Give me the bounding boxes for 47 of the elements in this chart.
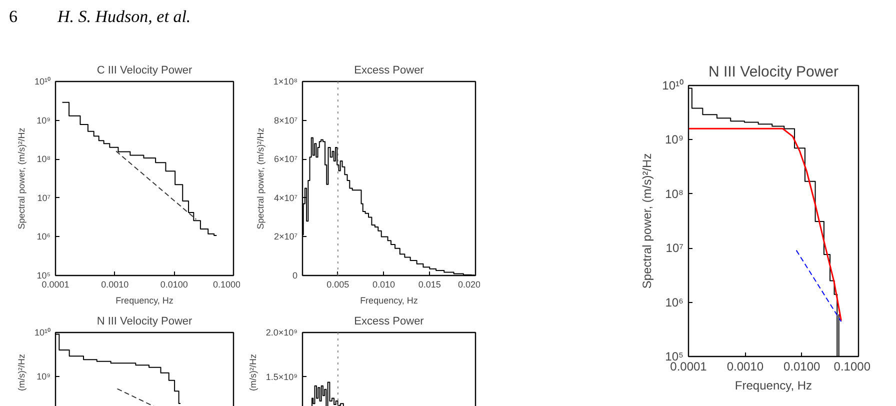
chart-title: Excess Power [354,316,424,328]
text: 6 [9,7,18,26]
x-axis-title: Frequency, Hz [734,378,812,392]
x-tick-label: 0.0010 [101,280,129,290]
y-tick-label: 10⁷ [666,241,684,256]
y-tick-label: 10¹⁰ [34,328,51,338]
y-tick-label: 10⁹ [36,371,51,382]
y-tick-label: 0 [292,270,298,280]
y-tick-label: 10⁸ [665,186,684,201]
y-tick-label: 8×10⁷ [274,115,298,126]
x-tick-label: 0.0100 [783,360,821,374]
x-tick-label: 0.0001 [42,280,70,290]
x-tick-label: 0.015 [418,280,441,290]
y-tick-label: 10⁹ [665,132,684,147]
y-tick-label: 10⁷ [37,192,51,203]
y-tick-label: 4×10⁷ [274,192,298,203]
y-tick-label: 2×10⁷ [274,232,298,242]
y-tick-label: 10⁶ [665,295,684,310]
y-tick-label: 1.5×10⁹ [266,372,298,382]
chart-title: N III Velocity Power [708,64,839,80]
x-axis-title: Frequency, Hz [116,296,174,306]
x-tick-label: 0.0010 [726,360,764,374]
y-tick-label: 10⁵ [36,270,51,280]
y-tick-label: 10⁹ [36,115,51,126]
y-tick-label: 1×10⁸ [273,76,298,86]
y-tick-label: 10⁶ [36,232,51,242]
y-tick-label: 10⁸ [36,154,51,164]
x-axis-title: Frequency, Hz [360,296,418,306]
x-tick-label: 0.005 [326,280,350,290]
chart-title: C III Velocity Power [96,64,193,76]
y-axis-title: Spectral power, (m/s)²/Hz [640,153,654,289]
x-tick-label: 0.020 [458,280,481,290]
y-axis-title: (m/s)²/Hz [248,354,258,391]
chart-title: N III Velocity Power [96,316,193,328]
x-tick-label: 0.1000 [212,280,241,290]
x-tick-label: 0.010 [372,280,396,290]
text: H. S. Hudson, et al. [58,7,191,26]
y-tick-label: 10¹⁰ [34,76,51,86]
x-tick-label: 0.0100 [160,280,188,290]
y-axis-title: (m/s)²/Hz [16,354,26,391]
x-tick-label: 0.1000 [834,360,871,374]
y-tick-label: 2.0×10⁹ [266,328,298,338]
chart-title: Excess Power [354,64,424,76]
y-axis-title: Spectral power, (m/s)²/Hz [255,127,266,230]
y-tick-label: 6×10⁷ [274,154,298,164]
y-axis-title: Spectral power, (m/s)²/Hz [16,127,26,230]
y-tick-label: 10¹⁰ [662,78,684,92]
